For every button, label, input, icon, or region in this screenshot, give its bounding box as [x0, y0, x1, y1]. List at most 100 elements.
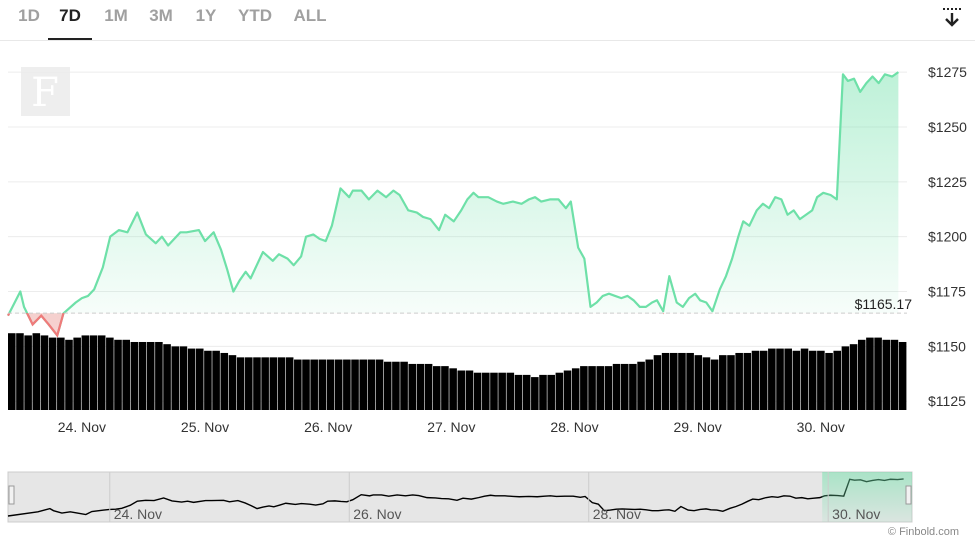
price-area [7, 71, 900, 338]
svg-text:F: F [31, 70, 59, 116]
volume-bar [841, 346, 850, 410]
volume-bar [874, 337, 882, 410]
navigator-tick-label: 30. Nov [832, 506, 880, 522]
volume-bar [514, 374, 523, 410]
volume-bar [539, 374, 547, 410]
volume-bar [146, 341, 155, 410]
volume-bar [580, 366, 588, 410]
volume-bar [792, 350, 801, 410]
volume-bar [32, 333, 41, 410]
navigator-line [7, 478, 904, 517]
volume-bar [776, 348, 784, 410]
volume-bar [710, 359, 719, 410]
volume-bar [163, 344, 171, 410]
volume-bar [449, 368, 457, 410]
volume-bar [122, 339, 130, 410]
volume-bar [212, 350, 220, 410]
volume-bar [302, 359, 310, 410]
volume-bar [375, 359, 384, 410]
volume-bar [547, 374, 555, 410]
volume-bar [751, 350, 760, 410]
volume-bar [678, 352, 686, 410]
volume-bar [604, 366, 613, 410]
volume-bar [179, 346, 188, 410]
volume-bar [612, 363, 621, 410]
volume-bar [228, 355, 237, 410]
volume-bar [571, 368, 580, 410]
volume-bar [187, 348, 196, 410]
y-tick-label: $1200 [928, 229, 967, 245]
volume-bar [400, 361, 408, 410]
volume-bar [768, 348, 776, 410]
volume-bar [261, 357, 269, 410]
volume-bar [204, 350, 212, 410]
volume-bar [408, 363, 417, 410]
volume-bar [383, 361, 392, 410]
y-tick-label: $1225 [928, 174, 967, 190]
range-button-all[interactable]: ALL [293, 6, 327, 25]
baseline: $1165.17 [8, 296, 913, 314]
baseline-label: $1165.17 [855, 296, 913, 312]
volume-bar [269, 357, 278, 410]
volume-bar [359, 359, 367, 410]
y-tick-label: $1250 [928, 119, 967, 135]
download-arrow-icon[interactable] [941, 6, 963, 28]
navigator-tick-label: 28. Nov [593, 506, 641, 522]
volume-bar [825, 352, 833, 410]
volume-bar [65, 339, 73, 410]
navigator-tick-label: 24. Nov [114, 506, 162, 522]
volume-bar [645, 359, 654, 410]
volume-bar [490, 372, 498, 410]
volume-bar [506, 372, 515, 410]
volume-bar [898, 341, 907, 410]
range-button-1m[interactable]: 1M [104, 6, 128, 25]
range-button-3m[interactable]: 3M [149, 6, 173, 25]
volume-bar [743, 352, 752, 410]
volume-bar [97, 335, 106, 410]
volume-bar [890, 339, 899, 410]
volume-bar [882, 339, 891, 410]
volume-bar [531, 377, 539, 410]
x-tick-label: 29. Nov [674, 419, 722, 435]
navigator-background [7, 471, 913, 523]
volume-bar [114, 339, 122, 410]
price-area-fill [8, 72, 899, 336]
volume-bar [24, 335, 32, 410]
volume-bar [81, 335, 90, 410]
volume-bar [702, 357, 711, 410]
volume-bar [694, 355, 703, 410]
volume-bar [833, 350, 842, 410]
volume-bar [759, 350, 768, 410]
volume-bar [857, 339, 866, 410]
y-tick-label: $1275 [928, 64, 967, 80]
range-button-1y[interactable]: 1Y [195, 6, 217, 25]
volume-bar [629, 363, 637, 410]
volume-bar [563, 370, 572, 410]
navigator[interactable]: 24. Nov 26. Nov 28. Nov 30. Nov [7, 471, 913, 523]
volume-bar [236, 357, 245, 410]
volume-bar [441, 366, 449, 410]
volume-bar [735, 352, 743, 410]
range-button-ytd[interactable]: YTD [238, 6, 272, 25]
range-button-7d[interactable]: 7D [48, 6, 92, 40]
volume-bar [277, 357, 286, 410]
volume-bar [808, 350, 817, 410]
range-button-1d[interactable]: 1D [18, 6, 40, 25]
volume-bar [48, 337, 57, 410]
volume-bar [253, 357, 261, 410]
volume-bar [686, 352, 694, 410]
navigator-selection [822, 472, 912, 522]
volume-bar [653, 355, 662, 410]
volume-bar [719, 355, 727, 410]
x-tick-label: 30. Nov [797, 419, 845, 435]
volume-bar [326, 359, 335, 410]
volume-bar [367, 359, 376, 410]
volume-bar [637, 361, 645, 410]
x-tick-label: 26. Nov [304, 419, 352, 435]
range-selector: 1D 7D 1M 3M 1Y YTD ALL [0, 0, 975, 40]
volume-bar [73, 337, 81, 410]
volume-bar [155, 341, 163, 410]
y-axis: $1125 $1150 $1175 $1200 $1225 $1250 $1275 [928, 64, 967, 409]
credit-text: © Finbold.com [887, 526, 959, 538]
